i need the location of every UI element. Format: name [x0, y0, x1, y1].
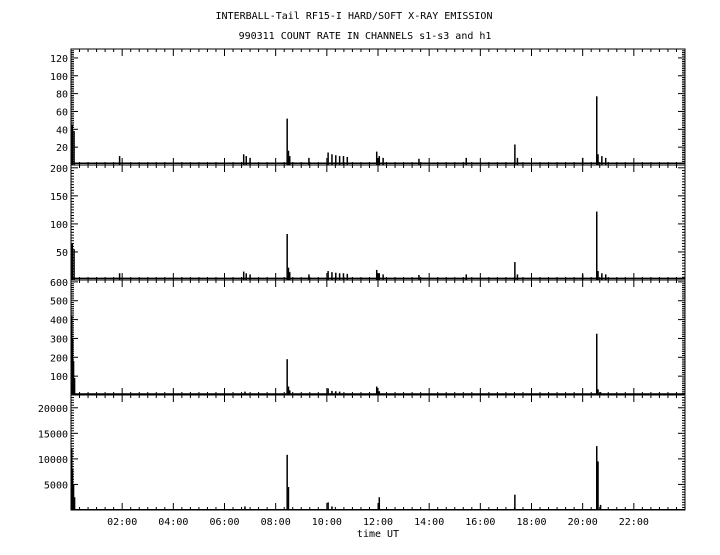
panel-frame: [70, 279, 686, 396]
x-tick-label: 04:00: [158, 517, 188, 528]
panel-frame: [70, 164, 686, 281]
x-tick-label: 14:00: [414, 517, 444, 528]
panel-4: 5000 10000 15000 20000: [38, 394, 686, 511]
y-tick-label: 200: [50, 164, 68, 175]
y-tick-label: 40: [56, 125, 68, 136]
panel-2: 50 100 150 200: [50, 164, 686, 281]
x-tick-label: 12:00: [363, 517, 393, 528]
chart-title-line2: 990311 COUNT RATE IN CHANNELS s1-s3 and …: [239, 31, 492, 42]
y-tick-label: 50: [56, 248, 68, 259]
x-tick-label: 06:00: [209, 517, 239, 528]
x-tick-label: 02:00: [107, 517, 137, 528]
chart-panels: 20 40 60 80 100 120 50 100 150 200 100 200 300 400 500…: [38, 48, 686, 511]
x-tick-label: 08:00: [261, 517, 291, 528]
y-tick-label: 100: [50, 72, 68, 83]
y-tick-label: 5000: [44, 480, 68, 491]
panel-1: 20 40 60 80 100 120: [50, 48, 686, 166]
y-tick-label: 150: [50, 192, 68, 203]
y-tick-label: 20000: [38, 404, 68, 415]
y-tick-label: 120: [50, 54, 68, 65]
y-tick-label: 15000: [38, 429, 68, 440]
y-tick-label: 80: [56, 90, 68, 101]
y-tick-label: 60: [56, 107, 68, 118]
y-tick-label: 600: [50, 278, 68, 289]
panel-frame: [70, 394, 686, 511]
panel-frame: [70, 48, 686, 166]
x-tick-label: 16:00: [465, 517, 495, 528]
chart-title-line1: INTERBALL-Tail RF15-I HARD/SOFT X-RAY EM…: [216, 11, 493, 22]
x-tick-labels: 02:00 04:00 06:00 08:00 10:00 12:00 14:00 16:00…: [107, 517, 649, 528]
y-tick-label: 20: [56, 143, 68, 154]
y-tick-label: 10000: [38, 455, 68, 466]
y-tick-label: 100: [50, 372, 68, 383]
x-tick-label: 20:00: [568, 517, 598, 528]
y-tick-label: 400: [50, 316, 68, 327]
y-tick-label: 100: [50, 220, 68, 231]
panel-3: 100 200 300 400 500 600: [50, 278, 686, 396]
x-tick-label: 10:00: [312, 517, 342, 528]
y-tick-label: 300: [50, 334, 68, 345]
x-tick-label: 22:00: [619, 517, 649, 528]
y-tick-label: 200: [50, 353, 68, 364]
y-tick-label: 500: [50, 297, 68, 308]
x-tick-label: 18:00: [516, 517, 546, 528]
x-axis-label: time UT: [357, 529, 399, 540]
